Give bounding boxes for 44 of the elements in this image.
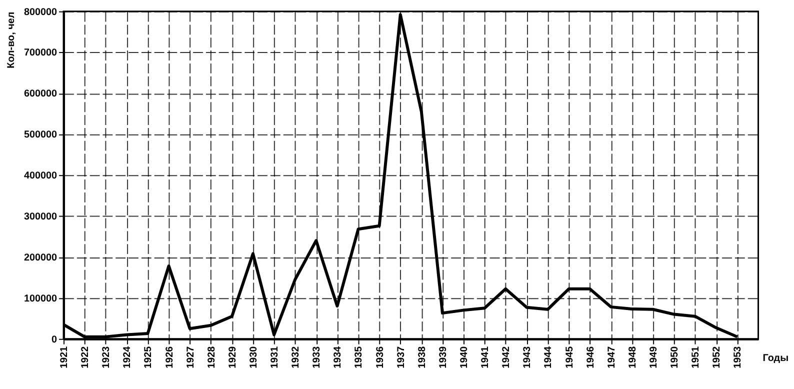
y-tick-label: 200000 (24, 252, 58, 264)
x-tick-label: 1927 (185, 346, 196, 368)
x-tick-label: 1951 (690, 346, 702, 368)
x-tick-label: 1938 (416, 346, 428, 368)
x-tick-label: 1940 (459, 346, 470, 368)
x-axis-title: Годы (762, 353, 789, 364)
x-tick-label: 1941 (480, 346, 492, 368)
y-tick-label: 0 (52, 334, 58, 346)
x-tick-label: 1930 (248, 346, 260, 368)
x-tick-label: 1948 (627, 346, 638, 368)
x-tick-label: 1935 (354, 346, 365, 368)
x-tick-label: 1953 (732, 346, 744, 368)
x-tick-label: 1926 (164, 346, 176, 368)
x-tick-label: 1950 (670, 346, 681, 368)
x-tick-label: 1922 (80, 346, 92, 368)
y-tick-label: 300000 (24, 212, 58, 223)
x-tick-label: 1947 (606, 346, 618, 368)
x-tick-label: 1934 (332, 346, 344, 368)
x-tick-label: 1932 (290, 346, 302, 368)
x-tick-label: 1933 (312, 346, 323, 368)
x-tick-label: 1928 (206, 346, 218, 368)
x-tick-label: 1939 (438, 346, 449, 368)
y-axis-title: Кол-во, чел (6, 12, 18, 68)
y-tick-label: 800000 (24, 6, 58, 18)
x-tick-label: 1931 (270, 346, 281, 368)
x-tick-label: 1945 (564, 346, 576, 368)
y-tick-label: 600000 (24, 88, 58, 100)
x-tick-label: 1925 (143, 346, 154, 368)
y-tick-label: 100000 (24, 293, 58, 304)
x-tick-label: 1944 (543, 346, 554, 368)
x-tick-label: 1921 (58, 346, 70, 368)
x-tick-label: 1923 (101, 346, 112, 368)
y-tick-label: 500000 (24, 130, 58, 141)
x-tick-label: 1929 (227, 346, 238, 368)
x-tick-label: 1936 (374, 346, 386, 368)
y-tick-label: 700000 (24, 48, 58, 59)
x-tick-label: 1946 (585, 346, 596, 368)
x-tick-label: 1942 (501, 346, 512, 368)
x-tick-label: 1924 (122, 346, 134, 368)
x-tick-label: 1943 (522, 346, 534, 368)
y-tick-label: 400000 (24, 170, 58, 182)
x-tick-label: 1937 (396, 346, 407, 368)
x-tick-label: 1952 (712, 346, 723, 368)
x-tick-label: 1949 (648, 346, 660, 368)
